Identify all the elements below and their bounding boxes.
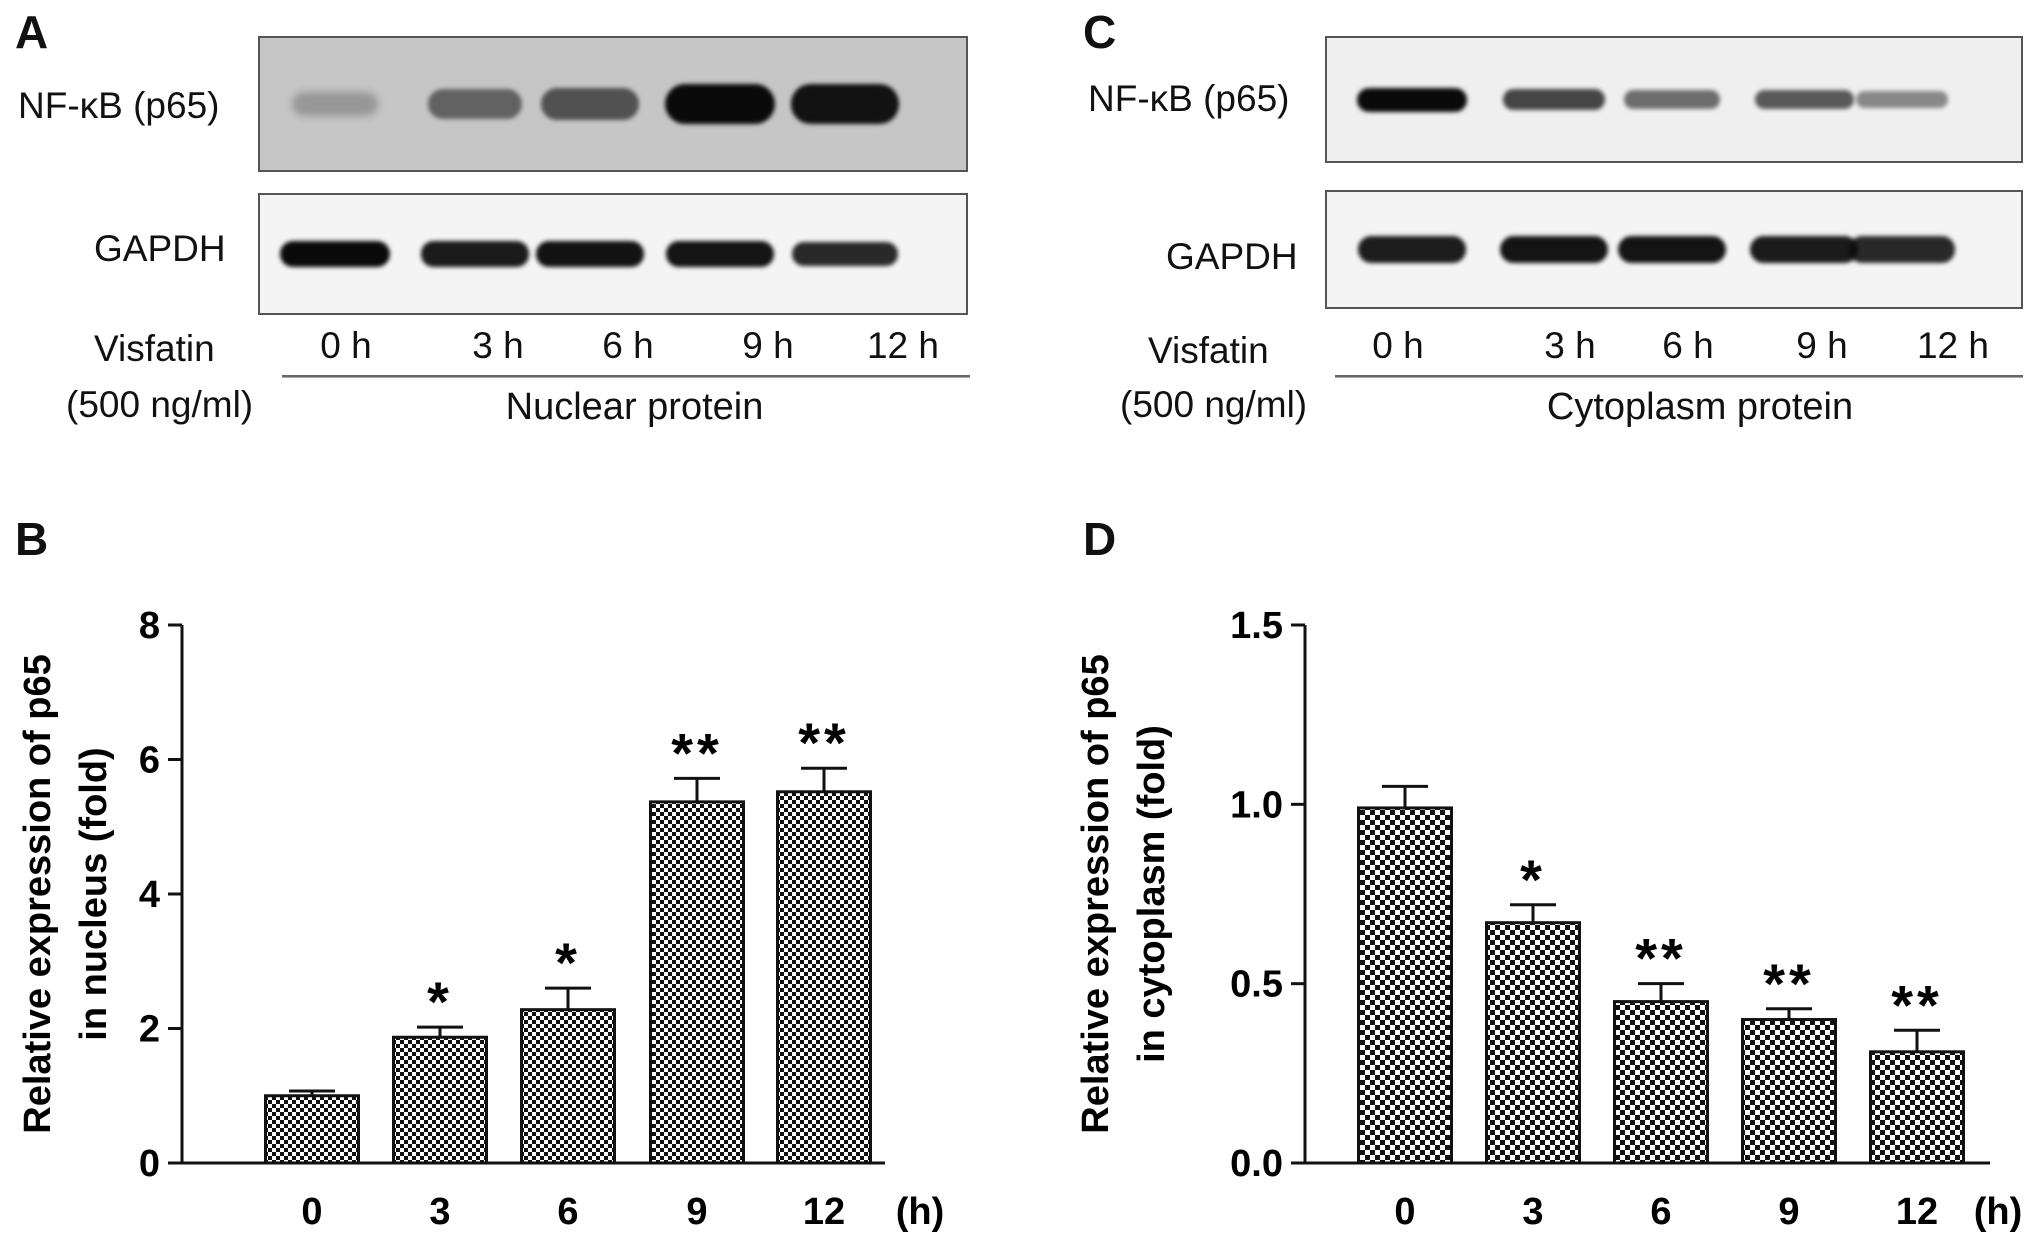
panel-letter-a: A	[15, 6, 49, 58]
x-tick-label: 0	[301, 1191, 322, 1233]
band-p65-cytoplasm	[1357, 87, 1467, 112]
significance-marker: **	[1891, 973, 1943, 1036]
blot-gapdh-nuclear	[258, 193, 968, 315]
band-p65-cytoplasm	[1754, 89, 1854, 110]
lane-label-a: 0 h	[320, 325, 372, 366]
y-tick-label: 0.5	[1230, 964, 1283, 1006]
x-tick-label: 3	[1522, 1191, 1543, 1233]
lane-label-c: 6 h	[1662, 325, 1714, 366]
y-tick-label: 4	[139, 874, 160, 916]
x-tick-label: 6	[1650, 1191, 1671, 1233]
y-tick-label: 0	[139, 1143, 160, 1185]
group-label-cytoplasm: Cytoplasm protein	[1546, 386, 1854, 428]
lane-label-c: 0 h	[1372, 325, 1424, 366]
band-gapdh-cytoplasm	[1617, 235, 1727, 264]
group-bracket-a	[282, 375, 970, 378]
significance-marker: **	[671, 721, 723, 784]
bar	[392, 1035, 488, 1165]
bar	[1613, 1000, 1709, 1165]
band-gapdh-cytoplasm	[1750, 236, 1858, 263]
bar	[1485, 921, 1581, 1165]
panel-letter-b: B	[15, 513, 49, 565]
bar	[520, 1008, 616, 1165]
y-axis-label: Relative expression of p65	[1075, 654, 1117, 1133]
blot-label-gapdh-c: GAPDH	[1166, 236, 1298, 277]
bar	[1357, 806, 1453, 1165]
band-gapdh-nuclear	[792, 241, 898, 267]
y-tick-label: 6	[139, 740, 160, 782]
x-tick-label: 0	[1394, 1191, 1415, 1233]
lane-label-a: 9 h	[742, 325, 794, 366]
y-tick-label: 8	[139, 605, 160, 647]
x-tick-label: 9	[1778, 1191, 1799, 1233]
x-tick-label: 12	[1896, 1191, 1938, 1233]
x-tick-label: 9	[686, 1191, 707, 1233]
y-axis-label: Relative expression of p65	[17, 654, 59, 1133]
lane-label-c: 3 h	[1544, 325, 1596, 366]
blot-label-gapdh-a: GAPDH	[94, 228, 226, 269]
group-label-nuclear: Nuclear protein	[505, 386, 764, 428]
bar	[1741, 1018, 1837, 1165]
bar	[649, 800, 745, 1165]
lane-label-c: 9 h	[1796, 325, 1848, 366]
panel-letter-c: C	[1083, 6, 1117, 58]
significance-marker: **	[1763, 952, 1815, 1015]
band-p65-nuclear	[541, 88, 639, 120]
bar	[264, 1094, 360, 1165]
band-gapdh-nuclear	[421, 241, 529, 267]
blot-label-p65-a: NF-κB (p65)	[18, 85, 220, 126]
chart-d-cytoplasm: 0.0 0.5 1.0 1.5 Relative expression of p65 in…	[1075, 605, 2022, 1233]
band-gapdh-nuclear	[665, 241, 775, 267]
y-tick-label: 1.5	[1230, 605, 1283, 647]
treatment-dose-a: (500 ng/ml)	[66, 384, 254, 425]
lane-label-c: 12 h	[1916, 325, 1989, 366]
blot-gapdh-cytoplasm	[1325, 190, 2023, 309]
y-axis-label: in cytoplasm (fold)	[1131, 725, 1173, 1063]
panel-letter-d: D	[1083, 513, 1117, 565]
lane-label-a: 3 h	[472, 325, 524, 366]
bar	[1869, 1050, 1965, 1165]
lane-label-a: 12 h	[866, 325, 939, 366]
y-axis-label: in nucleus (fold)	[73, 747, 115, 1040]
band-p65-cytoplasm	[1623, 90, 1721, 109]
band-gapdh-nuclear	[535, 241, 645, 267]
band-p65-nuclear	[665, 84, 775, 124]
lane-label-a: 6 h	[602, 325, 654, 366]
band-p65-nuclear	[427, 88, 523, 120]
treatment-dose-c: (500 ng/ml)	[1120, 384, 1308, 425]
significance-marker: *	[555, 931, 581, 994]
blot-nf-kb-p65-cytoplasm	[1325, 36, 2023, 163]
group-bracket-c	[1335, 375, 2023, 378]
y-tick-label: 0.0	[1230, 1143, 1283, 1185]
y-tick-label: 2	[139, 1009, 160, 1051]
treatment-label-c: Visfatin	[1148, 330, 1269, 371]
bar	[776, 790, 872, 1165]
band-gapdh-nuclear	[280, 241, 390, 267]
x-axis-unit: (h)	[896, 1191, 945, 1233]
band-p65-cytoplasm	[1855, 91, 1949, 108]
x-tick-label: 6	[557, 1191, 578, 1233]
band-gapdh-cytoplasm	[1358, 236, 1466, 263]
x-axis-unit: (h)	[1974, 1191, 2023, 1233]
band-gapdh-cytoplasm	[1499, 235, 1609, 264]
blot-nf-kb-p65-nuclear	[258, 36, 968, 172]
significance-marker: **	[1635, 927, 1687, 990]
treatment-label-a: Visfatin	[94, 328, 215, 369]
significance-marker: **	[798, 711, 850, 774]
band-p65-nuclear	[292, 91, 378, 117]
band-p65-nuclear	[790, 84, 900, 124]
chart-b-nucleus: 0 2 4 6 8 Relative expression of p65 in nucleu…	[17, 605, 944, 1233]
significance-marker: *	[1520, 848, 1546, 911]
x-tick-label: 3	[429, 1191, 450, 1233]
band-gapdh-cytoplasm	[1849, 236, 1955, 263]
x-tick-label: 12	[803, 1191, 845, 1233]
significance-marker: *	[427, 970, 453, 1033]
blot-label-p65-c: NF-κB (p65)	[1088, 78, 1290, 119]
band-p65-cytoplasm	[1503, 89, 1605, 110]
y-tick-label: 1.0	[1230, 784, 1283, 826]
